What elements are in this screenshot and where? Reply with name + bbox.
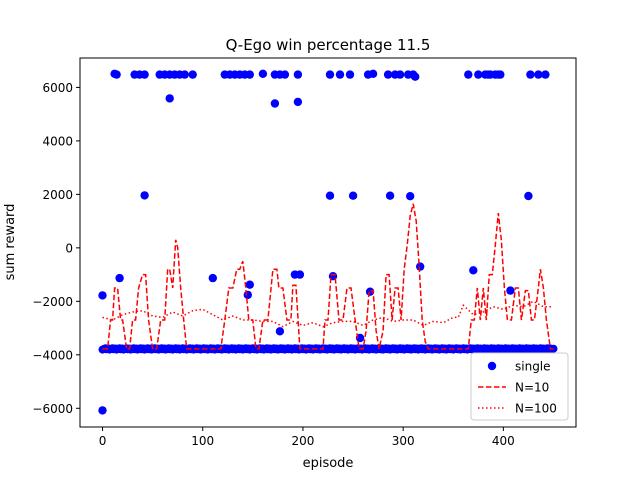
legend-box	[470, 352, 569, 421]
single-point	[245, 280, 254, 289]
single-point	[345, 70, 355, 79]
chart-title: Q-Ego win percentage 11.5	[226, 36, 431, 54]
plot-frame	[79, 57, 577, 428]
y-tick-label: −6000	[32, 402, 73, 416]
legend-label: N=100	[515, 402, 557, 416]
legend-label: single	[515, 360, 551, 374]
single-point	[385, 191, 395, 200]
single-point	[496, 70, 505, 79]
single-point	[526, 70, 535, 79]
y-tick-label: 6000	[42, 81, 73, 95]
single-point	[348, 191, 358, 200]
single-point	[188, 70, 197, 79]
y-axis-label: sum reward	[3, 204, 18, 281]
single-point	[524, 191, 533, 201]
single-point	[368, 69, 378, 79]
single-point	[112, 70, 121, 79]
x-axis: 0 100 200 300 400	[99, 427, 515, 448]
single-point	[469, 266, 478, 275]
legend: single N=10 N=100	[470, 352, 569, 421]
legend-label: N=10	[515, 381, 549, 395]
series-single	[98, 69, 550, 415]
single-point	[243, 290, 252, 300]
single-point	[464, 70, 473, 79]
data-layer	[98, 69, 558, 415]
single-point	[140, 191, 149, 200]
x-axis-label: episode	[303, 456, 354, 471]
legend-single-marker	[487, 361, 497, 371]
x-tick-label: 100	[191, 434, 214, 448]
series-n10-line	[102, 203, 554, 350]
single-point	[506, 286, 515, 295]
x-tick-label: 400	[492, 434, 515, 448]
single-point	[208, 273, 217, 283]
y-tick-label: 0	[65, 241, 73, 255]
single-point	[245, 70, 254, 79]
single-point	[293, 70, 303, 79]
single-point	[474, 70, 483, 79]
single-point	[325, 70, 335, 79]
x-tick-label: 0	[99, 434, 107, 448]
single-point	[115, 273, 124, 283]
single-point	[395, 70, 405, 79]
single-point	[270, 99, 280, 108]
single-point	[541, 70, 550, 79]
single-point	[98, 406, 107, 415]
single-point	[98, 291, 107, 300]
single-point	[325, 191, 335, 200]
series-single-baseline	[98, 344, 558, 354]
single-point	[293, 97, 303, 107]
single-point	[383, 70, 393, 79]
single-point	[416, 262, 425, 271]
single-point	[295, 270, 305, 279]
y-axis: −6000 −4000 −2000 0 2000 4000 6000	[32, 81, 80, 416]
y-tick-label: 4000	[42, 134, 73, 148]
single-point	[180, 70, 189, 79]
series-group	[98, 69, 558, 415]
single-point	[406, 192, 415, 201]
y-tick-label: 2000	[42, 188, 73, 202]
single-point	[411, 72, 420, 81]
single-point	[534, 70, 543, 79]
single-point	[140, 70, 149, 79]
y-tick-label: −4000	[32, 348, 73, 362]
x-tick-label: 200	[291, 434, 314, 448]
y-tick-label: −2000	[32, 295, 73, 309]
single-point	[165, 94, 174, 103]
single-point	[258, 69, 268, 79]
single-point	[335, 70, 345, 79]
single-point	[365, 287, 375, 296]
single-point	[280, 70, 290, 79]
single-point	[275, 327, 285, 336]
x-tick-label: 300	[392, 434, 415, 448]
